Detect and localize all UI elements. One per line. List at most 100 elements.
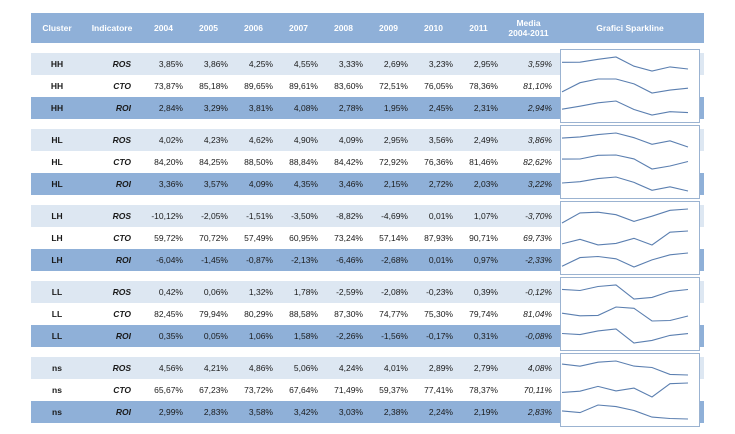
header-media: Media 2004-2011 <box>501 18 556 38</box>
sparkline-line <box>561 132 689 148</box>
cell-indicatore: ROI <box>115 179 131 189</box>
cell-indicatore: ROI <box>115 255 131 265</box>
cell-value-2009: 1,95% <box>383 103 408 113</box>
header-year-2011: 2011 <box>469 23 488 33</box>
sparkline-line <box>561 252 689 268</box>
cell-media: 4,08% <box>527 363 552 373</box>
cell-sparkline <box>556 125 704 199</box>
sparkline-chart <box>561 78 689 94</box>
cell-cluster: ns <box>52 363 62 373</box>
cell-value-2007: 88,58% <box>289 309 318 319</box>
cell-indicatore: CTO <box>113 81 131 91</box>
sparkline-line <box>561 404 689 420</box>
sparkline-frame <box>560 125 700 199</box>
sparkline-line <box>561 284 689 300</box>
cell-value-2004: 65,67% <box>154 385 183 395</box>
sparkline-line <box>561 56 689 72</box>
cell-value-2008: -2,59% <box>336 287 363 297</box>
cell-media: 3,86% <box>527 135 552 145</box>
cell-value-2010: -0,17% <box>426 331 453 341</box>
cell-value-2004: 84,20% <box>154 157 183 167</box>
cell-cluster: LH <box>51 211 63 221</box>
header-media-line2: 2004-2011 <box>508 28 549 38</box>
cell-media: 81,10% <box>523 81 552 91</box>
cell-media: -3,70% <box>525 211 552 221</box>
cell-value-2005: 3,57% <box>203 179 228 189</box>
cell-value-2011: 2,31% <box>473 103 498 113</box>
cluster-group-lh: LH ROS -10,12% -2,05% -1,51% -3,50% -8,82% -4,6… <box>31 201 704 275</box>
cell-value-2005: 85,18% <box>199 81 228 91</box>
cell-value-2009: 74,77% <box>379 309 408 319</box>
cell-media: 69,73% <box>523 233 552 243</box>
table-row: LL ROI 0,35% 0,05% 1,06% 1,58% -2,26% -1,56% -0,… <box>31 325 704 347</box>
cell-value-2006: 57,49% <box>244 233 273 243</box>
sparkline-line <box>561 176 689 192</box>
cell-value-2004: 82,45% <box>154 309 183 319</box>
cell-sparkline <box>556 75 704 97</box>
cell-value-2005: 0,05% <box>203 331 228 341</box>
cell-value-2007: 4,35% <box>293 179 318 189</box>
sparkline-chart <box>561 176 689 192</box>
sparkline-line <box>561 328 689 344</box>
cell-cluster: LH <box>51 255 63 265</box>
cell-cluster: HH <box>50 59 64 69</box>
cell-value-2006: 4,62% <box>248 135 273 145</box>
cell-indicatore: ROS <box>112 135 131 145</box>
data-table: Cluster Indicatore 2004 2005 2006 2007 2… <box>31 13 704 427</box>
cell-media: 3,59% <box>527 59 552 69</box>
cell-value-2008: 83,60% <box>334 81 363 91</box>
cell-value-2007: 4,90% <box>293 135 318 145</box>
cell-value-2005: 79,94% <box>199 309 228 319</box>
cell-value-2006: 89,65% <box>244 81 273 91</box>
cell-value-2005: 2,83% <box>203 407 228 417</box>
cell-media: 3,22% <box>527 179 552 189</box>
cell-value-2011: 78,36% <box>469 81 498 91</box>
cell-value-2011: 2,79% <box>473 363 498 373</box>
cell-value-2007: 3,42% <box>293 407 318 417</box>
sparkline-chart <box>561 230 689 246</box>
cell-value-2004: 73,87% <box>154 81 183 91</box>
cell-indicatore: CTO <box>113 309 131 319</box>
cell-value-2008: 87,30% <box>334 309 363 319</box>
sparkline-line <box>561 360 689 376</box>
sparkline-chart <box>561 208 689 224</box>
cell-value-2009: 72,92% <box>379 157 408 167</box>
cell-value-2007: 67,64% <box>289 385 318 395</box>
sparkline-chart <box>561 306 689 322</box>
cell-value-2007: 60,95% <box>289 233 318 243</box>
cell-indicatore: ROI <box>115 407 131 417</box>
cell-value-2008: 2,78% <box>338 103 363 113</box>
sparkline-line <box>561 230 689 246</box>
table-row: LL CTO 82,45% 79,94% 80,29% 88,58% 87,30% 74,77… <box>31 303 704 325</box>
cell-sparkline <box>556 325 704 347</box>
sparkline-chart <box>561 360 689 376</box>
cell-value-2009: 4,01% <box>383 363 408 373</box>
cell-value-2009: -4,69% <box>381 211 408 221</box>
cell-value-2005: 4,23% <box>203 135 228 145</box>
cell-value-2008: 84,42% <box>334 157 363 167</box>
cell-value-2005: -1,45% <box>201 255 228 265</box>
cell-value-2008: 3,03% <box>338 407 363 417</box>
cell-value-2004: 59,72% <box>154 233 183 243</box>
cell-value-2010: 0,01% <box>428 211 453 221</box>
table-header: Cluster Indicatore 2004 2005 2006 2007 2… <box>31 13 704 43</box>
cell-value-2005: 84,25% <box>199 157 228 167</box>
cell-value-2011: 0,97% <box>473 255 498 265</box>
header-year-2004: 2004 <box>154 23 173 33</box>
cell-value-2007: 88,84% <box>289 157 318 167</box>
table-body: HH ROS 3,85% 3,86% 4,25% 4,55% 3,33% 2,69% 3,23%… <box>31 49 704 427</box>
cell-value-2006: 1,06% <box>248 331 273 341</box>
sparkline-chart <box>561 132 689 148</box>
cell-value-2009: 57,14% <box>379 233 408 243</box>
cell-value-2009: 59,37% <box>379 385 408 395</box>
cell-value-2008: -6,46% <box>336 255 363 265</box>
header-year-2005: 2005 <box>199 23 218 33</box>
sparkline-line <box>561 382 689 398</box>
cell-value-2011: 0,31% <box>473 331 498 341</box>
sparkline-chart <box>561 284 689 300</box>
cell-value-2010: 77,41% <box>424 385 453 395</box>
sparkline-line <box>561 78 689 94</box>
cell-value-2009: 2,95% <box>383 135 408 145</box>
sparkline-frame <box>560 201 700 275</box>
cell-value-2004: 2,99% <box>158 407 183 417</box>
